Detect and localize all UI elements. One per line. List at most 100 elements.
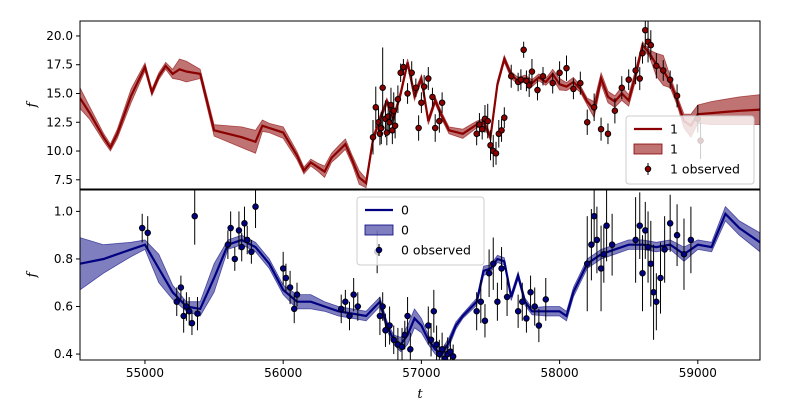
- observed-point: [498, 265, 505, 272]
- plot-area: [80, 190, 760, 360]
- observed-point: [644, 243, 652, 251]
- observed-point: [293, 291, 301, 298]
- observed-point: [282, 274, 290, 282]
- axes-frame: [79, 20, 761, 190]
- observed-point: [248, 248, 255, 256]
- observed-point: [386, 322, 393, 329]
- observed-point: [477, 298, 485, 305]
- observed-point: [666, 220, 674, 227]
- observed-point: [583, 119, 591, 126]
- observed-point: [412, 84, 420, 91]
- observed-point: [503, 293, 511, 301]
- x-tick-label: 56000: [264, 366, 302, 380]
- y-tick-label: 20.0: [46, 29, 73, 43]
- observed-point: [391, 122, 399, 129]
- y-axis-label: f: [25, 100, 40, 108]
- legend-band-swatch: [633, 143, 663, 155]
- plot-area: [80, 21, 760, 189]
- observed-point: [408, 69, 415, 77]
- legend: 0 0 0 observed: [356, 196, 485, 266]
- observed-point: [542, 296, 550, 303]
- observed-point: [650, 288, 657, 296]
- observed-point: [379, 303, 386, 310]
- observed-point: [224, 241, 232, 248]
- y-tick-label: 7.5: [54, 173, 73, 187]
- observed-point: [241, 220, 248, 227]
- observed-point: [425, 322, 432, 329]
- observed-point: [390, 107, 397, 115]
- observed-point: [687, 236, 695, 244]
- observed-point: [520, 46, 527, 54]
- observed-point: [436, 117, 443, 125]
- observed-point: [590, 104, 598, 111]
- observed-point: [243, 236, 251, 244]
- observed-point: [653, 62, 660, 70]
- observed-point: [397, 69, 404, 77]
- observed-point: [350, 291, 357, 298]
- observed-point: [438, 99, 446, 106]
- observed-point: [485, 269, 493, 277]
- observed-point: [531, 303, 538, 310]
- observed-point: [653, 298, 660, 305]
- observed-point: [492, 150, 500, 157]
- observed-point: [517, 76, 525, 83]
- legend-label: 0: [401, 223, 409, 238]
- y-tick-label: 0.8: [54, 252, 73, 266]
- observed-point: [639, 269, 646, 277]
- observed-point: [418, 99, 425, 106]
- observed-point: [661, 246, 668, 253]
- legend-label: 1: [670, 122, 678, 137]
- observed-point: [490, 260, 497, 267]
- observed-point: [632, 67, 639, 74]
- observed-point: [593, 236, 601, 244]
- observed-point: [384, 113, 392, 120]
- observed-point: [603, 222, 610, 229]
- observed-point: [625, 76, 632, 83]
- observed-point: [231, 255, 239, 263]
- axes-frame: [79, 189, 761, 361]
- observed-point: [429, 93, 436, 101]
- observed-point: [379, 84, 386, 91]
- observed-point: [501, 114, 508, 121]
- observed-point: [404, 312, 411, 320]
- observed-point: [636, 222, 644, 229]
- x-tick-label: 59000: [679, 366, 717, 380]
- x-tick-label: 58000: [540, 366, 578, 380]
- top-panel: 7.5 10.0 12.5 15.0 17.5 20.0 f 1 1 1 observed: [25, 20, 761, 190]
- observed-point: [673, 92, 681, 100]
- observed-point: [386, 119, 393, 126]
- observed-point: [534, 86, 541, 94]
- legend-label: 1 observed: [670, 162, 740, 177]
- observed-point: [556, 69, 563, 77]
- observed-point: [180, 312, 187, 320]
- observed-point: [583, 260, 591, 267]
- legend-label: 0 observed: [401, 243, 471, 258]
- observed-point: [407, 346, 414, 353]
- y-axis-label: f: [25, 270, 40, 278]
- legend-box: [356, 196, 485, 266]
- observed-point: [523, 315, 530, 322]
- observed-point: [138, 224, 146, 232]
- observed-point: [498, 127, 505, 134]
- observed-point: [378, 124, 385, 132]
- observed-point: [680, 250, 688, 258]
- observed-point: [657, 274, 664, 282]
- observed-point: [484, 117, 491, 125]
- observed-point: [539, 72, 547, 80]
- observed-point: [290, 305, 298, 313]
- observed-point: [527, 288, 534, 296]
- observed-point: [590, 212, 598, 220]
- observed-point: [382, 327, 389, 334]
- legend-label: 1: [670, 142, 678, 157]
- observed-point: [252, 203, 259, 210]
- y-tick-label: 0.4: [54, 347, 73, 361]
- y-tick-label: 0.6: [54, 300, 73, 314]
- observed-point: [376, 130, 384, 138]
- observed-point: [611, 107, 619, 115]
- observed-point: [528, 68, 536, 75]
- observed-point: [369, 133, 377, 141]
- observed-point: [430, 308, 438, 315]
- y-tick-label: 10.0: [46, 144, 73, 158]
- observed-point: [390, 336, 397, 344]
